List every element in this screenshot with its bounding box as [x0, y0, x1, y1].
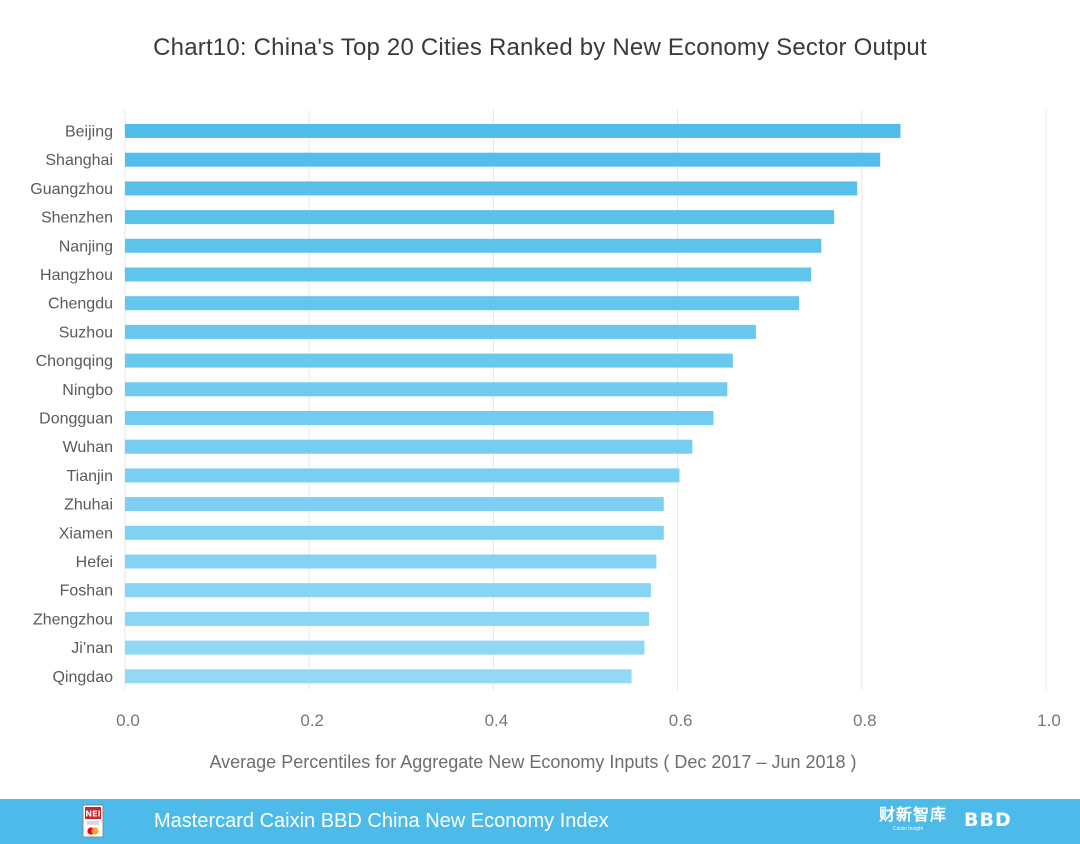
bar	[125, 669, 632, 684]
category-label: Chengdu	[48, 296, 113, 313]
category-label: Shanghai	[45, 152, 113, 169]
bar	[125, 181, 858, 196]
bar	[125, 267, 812, 282]
footer-text: Mastercard Caixin BBD China New Economy …	[154, 810, 609, 832]
category-label: Beijing	[65, 124, 113, 141]
category-label: Xiamen	[59, 525, 113, 542]
bar	[125, 124, 901, 138]
bar	[125, 583, 651, 598]
bar	[125, 640, 645, 655]
nei-logo-icon: NEI	[82, 804, 104, 838]
bar-chart: Beijing Shanghai Guangzhou Shenzhen Nanjing H…	[30, 110, 1061, 730]
category-label: Wuhan	[63, 439, 113, 456]
category-label: Suzhou	[59, 324, 113, 341]
category-label: Foshan	[60, 583, 113, 600]
x-tick-label: 0.4	[485, 711, 509, 730]
bar	[125, 497, 664, 512]
category-label: Shenzhen	[41, 210, 113, 227]
category-label: Nanjing	[59, 238, 113, 255]
category-label: Dongguan	[39, 411, 113, 428]
bars	[125, 124, 901, 684]
x-tick-label: 0.2	[300, 711, 324, 730]
bar	[125, 611, 650, 626]
bar	[125, 210, 835, 225]
category-label: Hangzhou	[40, 267, 113, 284]
x-axis-title: Average Percentiles for Aggregate New Ec…	[209, 752, 857, 772]
category-label: Zhuhai	[64, 497, 113, 514]
category-label: Guangzhou	[30, 181, 113, 198]
x-tick-label: 0.6	[669, 711, 693, 730]
bar	[125, 152, 881, 167]
bar	[125, 382, 728, 397]
category-label: Ningbo	[62, 382, 113, 399]
category-label: Qingdao	[53, 669, 114, 686]
footer-banner: NEI Mastercard Caixin BBD China New Econ…	[0, 799, 1080, 844]
bar	[125, 238, 822, 253]
category-label: Zhengzhou	[33, 611, 113, 628]
bar	[125, 554, 657, 569]
bar	[125, 439, 693, 454]
x-tick-labels: 0.0 0.2 0.4 0.6 0.8 1.0	[116, 711, 1061, 730]
gridlines	[124, 110, 1047, 690]
category-label: Chongqing	[36, 353, 113, 370]
bar	[125, 525, 664, 540]
bar	[125, 411, 714, 425]
x-tick-label: 1.0	[1037, 711, 1061, 730]
bar	[125, 296, 800, 311]
bar	[125, 324, 756, 339]
chart-title: Chart10: China's Top 20 Cities Ranked by…	[153, 34, 927, 61]
x-tick-label: 0.0	[116, 711, 140, 730]
category-label: Hefei	[76, 554, 113, 571]
caixin-insight-subtext: Caixin Insight	[893, 826, 924, 832]
category-labels: Beijing Shanghai Guangzhou Shenzhen Nanjing H…	[30, 124, 113, 686]
bar	[125, 468, 680, 483]
bbd-logo: BBD	[964, 809, 1012, 831]
category-label: Tianjin	[66, 468, 113, 485]
bar	[125, 353, 733, 368]
category-label: Ji’nan	[71, 640, 113, 657]
x-tick-label: 0.8	[853, 711, 877, 730]
caixin-insight-logo: 财新智库	[879, 807, 948, 824]
nei-logo-text: NEI	[85, 810, 100, 819]
